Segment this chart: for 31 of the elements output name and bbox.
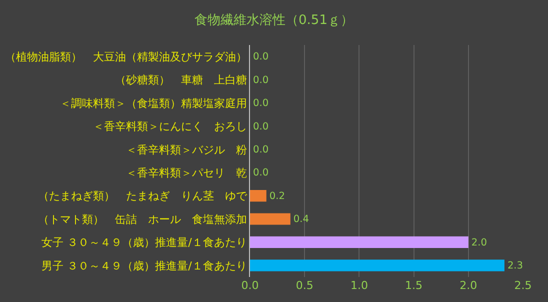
data-label: 2.0 xyxy=(471,237,488,248)
y-tick-label: 男子 ３０～４９（歳）推進量/１食あたり xyxy=(42,259,247,272)
x-tick-label: 1.0 xyxy=(350,279,368,292)
x-tick-label: 1.5 xyxy=(405,279,423,292)
y-tick-label: ＜香辛料類＞にんにく おろし xyxy=(92,120,247,134)
data-label: 0.0 xyxy=(253,98,269,110)
data-label: 0.0 xyxy=(253,74,269,86)
x-tick-label: 0.0 xyxy=(241,279,259,292)
bar xyxy=(250,260,504,272)
x-tick-label: 2.5 xyxy=(514,279,532,292)
y-tick-label: （砂糖類） 車糖 上白糖 xyxy=(114,74,247,87)
y-tick-label: ＜調味料類＞（食塩類）精製塩家庭用 xyxy=(60,96,247,110)
y-tick-label: （たまねぎ類） たまねぎ りん茎 ゆで xyxy=(38,190,248,203)
data-label: 0.2 xyxy=(269,190,285,202)
y-tick-label: （植物油脂類） 大豆油（精製油及びサラダ油） xyxy=(4,50,247,64)
data-label: 0.0 xyxy=(253,52,269,63)
y-tick-label: ＜香辛料類＞パセリ 乾 xyxy=(126,166,247,180)
bar xyxy=(250,190,266,202)
data-label: 0.0 xyxy=(253,144,269,156)
data-label: 2.3 xyxy=(507,260,524,272)
bar xyxy=(250,213,290,225)
data-label: 0.0 xyxy=(253,121,269,132)
bar xyxy=(250,236,468,248)
x-tick-label: 2.0 xyxy=(460,279,478,292)
x-tick-label: 0.5 xyxy=(296,279,314,292)
y-tick-label: （トマト類） 缶詰 ホール 食塩無添加 xyxy=(38,212,247,226)
y-tick-label: ＜香辛料類＞バジル 粉 xyxy=(126,143,247,156)
chart-title: 食物繊維水溶性（0.51ｇ） xyxy=(194,12,354,28)
data-label: 0.0 xyxy=(253,168,269,179)
data-label: 0.4 xyxy=(293,214,310,226)
y-tick-label: 女子 ３０～４９（歳）推進量/１食あたり xyxy=(42,236,247,250)
